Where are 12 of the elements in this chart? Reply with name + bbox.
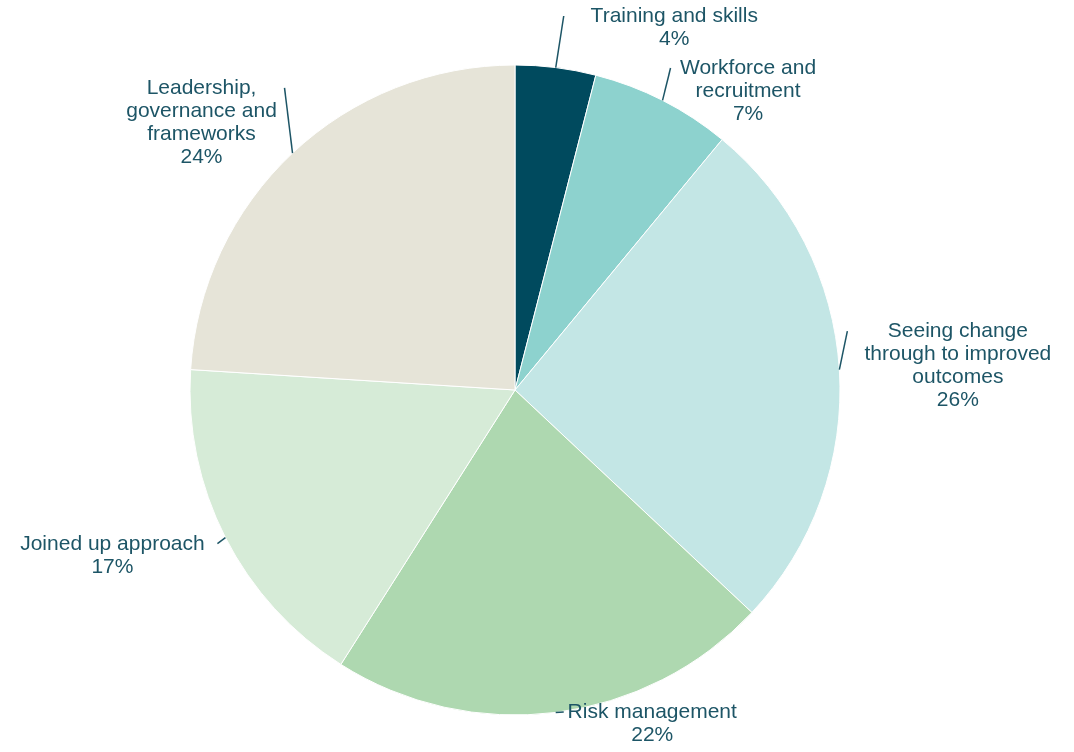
data-label: 26% <box>936 387 979 411</box>
slice-label: Training and skills <box>590 3 758 26</box>
data-label: 22% <box>631 722 674 745</box>
slice-label: Risk management <box>567 699 738 722</box>
slice-label: Workforce and recruitment <box>679 55 817 101</box>
data-label: 24% <box>180 143 223 167</box>
slice-label: Seeing change through to improved outcomes <box>864 318 1052 388</box>
data-label: 7% <box>732 101 764 124</box>
data-label: 4% <box>659 26 690 49</box>
slice-label: Joined up approach <box>20 530 205 554</box>
slice-label: Leadership, governance and frameworks <box>126 74 277 144</box>
data-label: 17% <box>91 553 134 577</box>
